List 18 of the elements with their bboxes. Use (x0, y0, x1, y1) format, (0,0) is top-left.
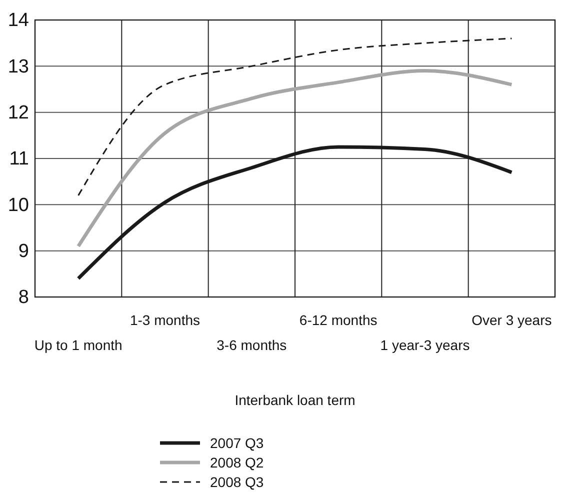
x-axis-title: Interbank loan term (234, 392, 356, 408)
line-series (76, 69, 514, 248)
x-tick-label: Up to 1 month (34, 337, 122, 353)
y-tick-label: 14 (8, 10, 30, 32)
x-tick-label: 6-12 months (299, 312, 378, 328)
legend-label: 2007 Q3 (210, 435, 264, 451)
x-tick-label: Over 3 years (472, 312, 552, 328)
x-tick-label: 1-3 months (130, 312, 200, 328)
y-tick-label: 8 (18, 287, 29, 308)
legend-label: 2008 Q2 (210, 454, 264, 470)
x-tick-label: 3-6 months (216, 337, 287, 353)
y-tick-label: 10 (8, 194, 29, 216)
y-tick-label: 11 (9, 148, 29, 170)
y-tick-label: 9 (18, 240, 29, 262)
y-tick-label: 12 (8, 102, 29, 124)
legend-label: 2008 Q3 (210, 474, 264, 490)
y-tick-label: 13 (8, 56, 29, 78)
x-tick-label: 1 year-3 years (380, 337, 470, 353)
